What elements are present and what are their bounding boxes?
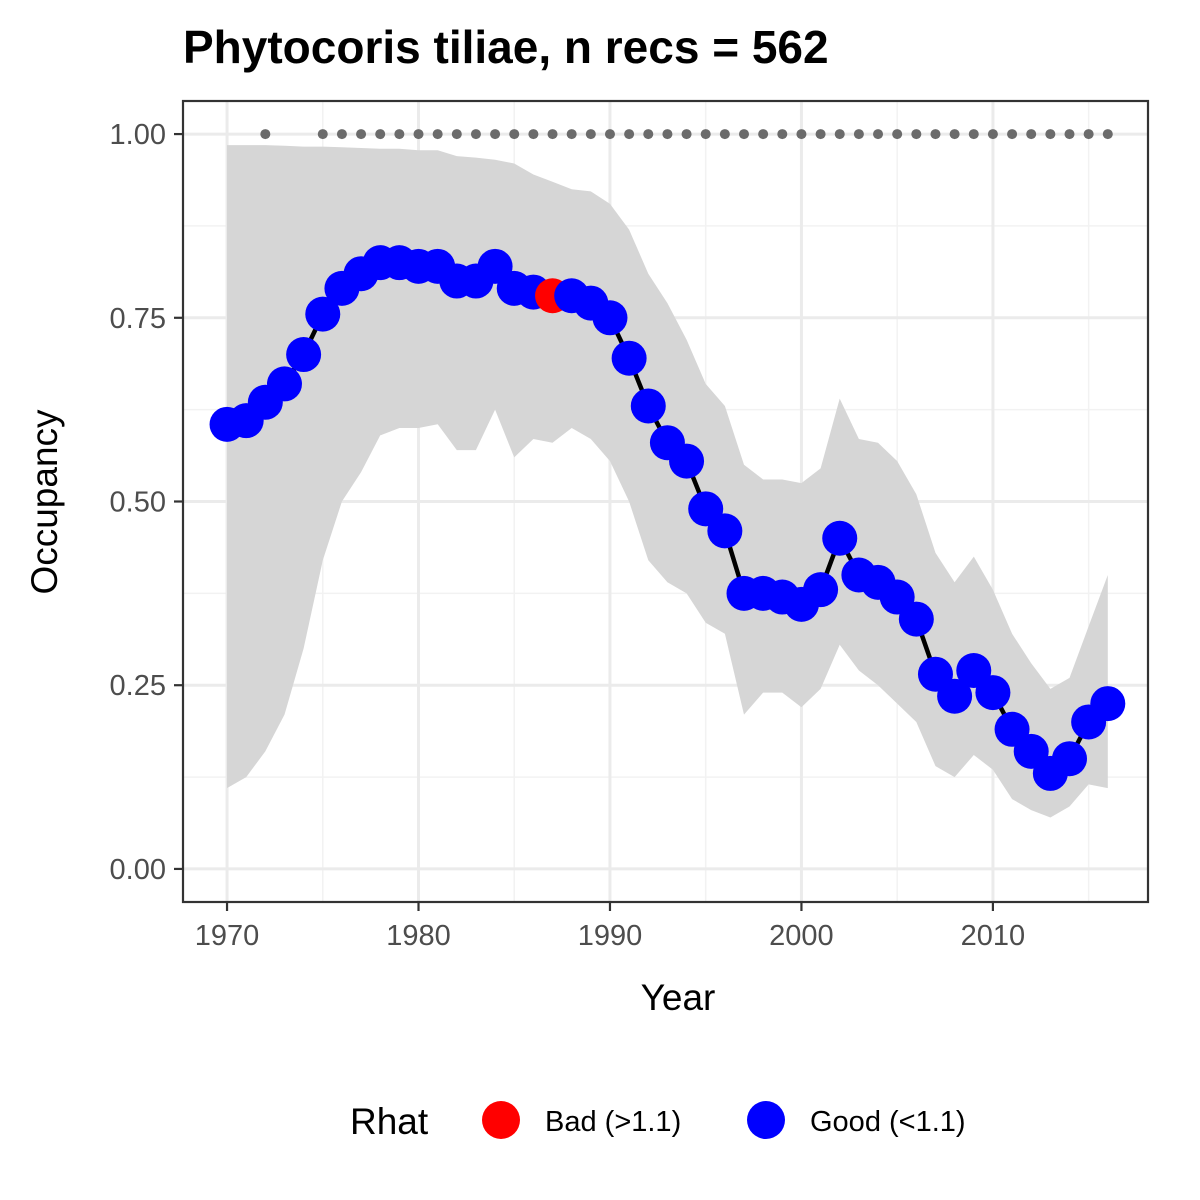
legend-key-good	[747, 1101, 785, 1139]
record-year-dot	[356, 129, 367, 140]
credible-interval-ribbon	[227, 145, 1108, 818]
record-year-dot	[911, 129, 922, 140]
record-year-dot	[949, 129, 960, 140]
record-year-dot	[528, 129, 539, 140]
record-year-dot	[1007, 129, 1018, 140]
occupancy-point-good	[937, 678, 973, 714]
record-year-dot	[566, 129, 577, 140]
record-year-dot	[1026, 129, 1037, 140]
occupancy-point-good	[1090, 686, 1126, 722]
record-year-dot	[451, 129, 462, 140]
record-year-dot	[413, 129, 424, 140]
x-tick-label: 2010	[961, 920, 1026, 952]
record-year-dot	[490, 129, 501, 140]
record-year-dot	[853, 129, 864, 140]
occupancy-point-good	[669, 443, 705, 479]
record-year-dot	[873, 129, 884, 140]
record-year-dot	[777, 129, 788, 140]
record-year-dot	[1045, 129, 1056, 140]
record-year-dot	[470, 129, 481, 140]
x-tick-label: 1990	[578, 920, 643, 952]
record-year-dot	[739, 129, 750, 140]
y-tick-label: 0.00	[110, 854, 166, 886]
record-year-dot	[815, 129, 826, 140]
y-tick-label: 0.75	[110, 303, 166, 335]
occupancy-point-good	[266, 366, 302, 402]
record-year-dot	[700, 129, 711, 140]
occupancy-point-good	[803, 572, 839, 608]
legend: Rhat Bad (>1.1) Good (<1.1)	[350, 1101, 966, 1142]
record-year-dot	[624, 129, 635, 140]
credible-interval-layer	[227, 145, 1108, 818]
occupancy-point-good	[822, 520, 858, 556]
record-year-dot	[432, 129, 443, 140]
legend-label-bad: Bad (>1.1)	[545, 1106, 681, 1138]
record-year-dot	[394, 129, 405, 140]
record-year-dot	[604, 129, 615, 140]
occupancy-point-good	[707, 513, 743, 549]
record-year-dot	[375, 129, 386, 140]
record-year-dot	[968, 129, 979, 140]
x-axis: 1970 1980 1990 2000 2010	[195, 902, 1025, 952]
record-year-dot	[662, 129, 673, 140]
y-tick-label: 1.00	[110, 119, 166, 151]
record-year-dot	[260, 129, 271, 140]
x-axis-title: Year	[641, 977, 716, 1018]
occupancy-points-layer	[209, 245, 1126, 791]
occupancy-point-good	[305, 296, 341, 332]
occupancy-point-good	[975, 675, 1011, 711]
record-year-dot	[317, 129, 328, 140]
record-year-dot	[509, 129, 520, 140]
record-year-dot	[719, 129, 730, 140]
record-year-dot	[1102, 129, 1113, 140]
record-year-dot	[585, 129, 596, 140]
x-tick-label: 2000	[769, 920, 834, 952]
record-year-dot	[336, 129, 347, 140]
record-year-dot	[834, 129, 845, 140]
record-year-dot	[758, 129, 769, 140]
record-year-dot	[547, 129, 558, 140]
legend-title: Rhat	[350, 1101, 429, 1142]
occupancy-point-good	[630, 388, 666, 424]
chart-title: Phytocoris tiliae, n recs = 562	[183, 21, 829, 73]
occupancy-point-good	[286, 337, 322, 373]
record-years-layer	[260, 129, 1113, 140]
legend-label-good: Good (<1.1)	[810, 1106, 966, 1138]
occupancy-point-good	[898, 601, 934, 637]
y-tick-label: 0.50	[110, 487, 166, 519]
y-axis-title: Occupancy	[24, 409, 65, 595]
x-tick-label: 1980	[386, 920, 451, 952]
record-year-dot	[1064, 129, 1075, 140]
occupancy-point-good	[611, 340, 647, 376]
record-year-dot	[892, 129, 903, 140]
y-axis: 0.00 0.25 0.50 0.75 1.00	[110, 119, 183, 886]
legend-key-bad	[482, 1101, 520, 1139]
record-year-dot	[681, 129, 692, 140]
record-year-dot	[987, 129, 998, 140]
record-year-dot	[796, 129, 807, 140]
occupancy-point-good	[592, 300, 628, 336]
y-tick-label: 0.25	[110, 670, 166, 702]
x-tick-label: 1970	[195, 920, 260, 952]
record-year-dot	[1083, 129, 1094, 140]
record-year-dot	[930, 129, 941, 140]
occupancy-point-good	[1051, 741, 1087, 777]
record-year-dot	[643, 129, 654, 140]
